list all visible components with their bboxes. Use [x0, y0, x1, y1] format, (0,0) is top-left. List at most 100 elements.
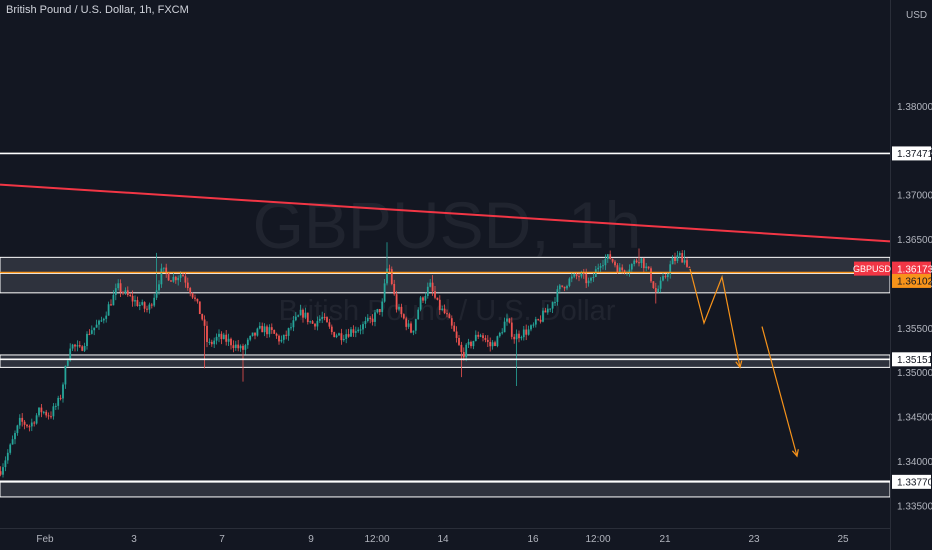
- candle: [309, 320, 312, 324]
- candle: [578, 273, 580, 282]
- candle: [287, 327, 290, 341]
- time-axis[interactable]: Feb 3 7 9 12:00 14 16 12:00 21 23 25: [0, 528, 890, 546]
- candle: [532, 322, 535, 328]
- candle: [119, 279, 122, 297]
- candle: [165, 263, 168, 278]
- candle: [93, 327, 96, 336]
- candle: [374, 309, 376, 327]
- candle: [477, 331, 480, 339]
- level-3-price-tag-bg: [892, 474, 931, 489]
- candle: [482, 333, 484, 342]
- candle: [242, 343, 244, 382]
- candle: [275, 332, 278, 339]
- candle: [669, 260, 672, 279]
- candle: [573, 273, 576, 279]
- candle: [534, 316, 537, 328]
- candle: [38, 407, 40, 418]
- candle: [654, 282, 657, 304]
- candles: [0, 242, 691, 478]
- candle: [518, 330, 520, 343]
- candle: [688, 266, 691, 268]
- candle: [575, 271, 578, 280]
- candle: [364, 316, 367, 329]
- candle: [342, 334, 345, 342]
- candle: [527, 325, 530, 336]
- candle: [424, 292, 427, 304]
- candle: [189, 286, 192, 297]
- candle: [273, 329, 276, 335]
- candle: [647, 266, 650, 270]
- candle: [357, 327, 360, 333]
- orange-price-tag-bg: [892, 273, 931, 288]
- symbol-tag: GBPUSD: [853, 264, 892, 274]
- candle: [266, 324, 268, 338]
- candle: [122, 291, 124, 296]
- candle: [21, 413, 24, 427]
- candle: [294, 312, 297, 322]
- candle: [170, 279, 172, 282]
- candle: [479, 333, 482, 338]
- candle: [33, 421, 36, 427]
- candle: [362, 321, 364, 335]
- candle: [441, 305, 444, 312]
- candle: [448, 312, 451, 319]
- candle: [54, 403, 57, 410]
- candle: [604, 254, 607, 271]
- candle: [484, 335, 487, 343]
- candle: [280, 335, 283, 343]
- candle: [155, 252, 158, 301]
- candle: [107, 301, 110, 316]
- candle: [71, 343, 74, 351]
- candle: [162, 267, 165, 273]
- candle: [50, 411, 52, 419]
- candle: [359, 324, 362, 335]
- candle: [184, 271, 187, 288]
- candle: [587, 277, 590, 287]
- candle: [566, 284, 568, 291]
- candle: [412, 330, 415, 336]
- candle: [141, 299, 144, 306]
- candle: [590, 276, 592, 284]
- candle: [9, 443, 12, 455]
- candle: [474, 330, 477, 342]
- projection-path-2[interactable]: [761, 326, 798, 457]
- candle: [546, 304, 549, 315]
- candle: [86, 331, 88, 350]
- symbol-tag-bg: [854, 261, 890, 276]
- candle: [330, 324, 333, 335]
- candle: [234, 340, 237, 351]
- candle: [239, 344, 242, 352]
- candle: [201, 313, 204, 321]
- candle: [114, 283, 117, 301]
- candle: [606, 253, 609, 263]
- candle: [561, 285, 564, 288]
- candle: [438, 295, 441, 315]
- candle: [210, 339, 213, 347]
- candle: [215, 333, 218, 345]
- candle: [90, 325, 93, 335]
- candle: [182, 272, 184, 277]
- candle: [402, 313, 405, 320]
- candle: [230, 337, 232, 350]
- level-3-price-tag: 1.33770: [897, 477, 932, 488]
- candle: [530, 324, 532, 332]
- candle: [539, 315, 542, 324]
- drawings[interactable]: [0, 152, 891, 483]
- candle: [345, 329, 348, 344]
- candle: [347, 328, 350, 338]
- currency-label: USD: [906, 10, 927, 21]
- candle: [563, 286, 566, 292]
- candle: [304, 307, 307, 320]
- candle: [417, 307, 420, 320]
- candle: [30, 418, 33, 432]
- candle: [597, 263, 600, 273]
- time-tick-label: 12:00: [364, 534, 389, 545]
- candle: [28, 424, 31, 432]
- candle: [436, 297, 439, 301]
- price-tick-label: 1.34000: [897, 457, 932, 468]
- projection-path-1[interactable]: [689, 268, 741, 368]
- candle: [458, 334, 460, 347]
- red-trendline[interactable]: [0, 183, 891, 243]
- candle: [18, 414, 21, 429]
